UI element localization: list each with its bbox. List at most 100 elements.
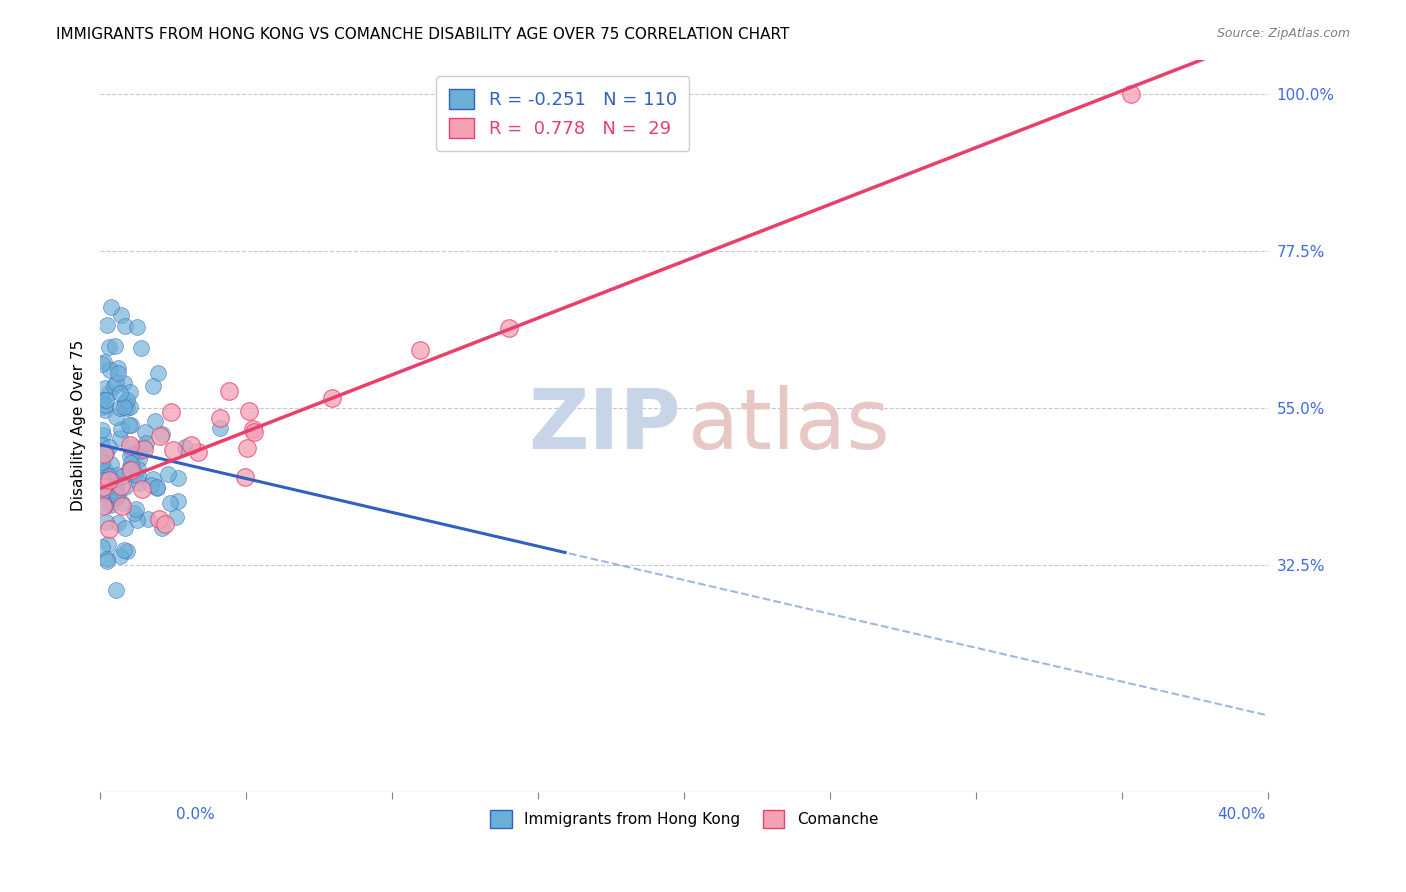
Point xyxy=(105,468,128,483)
Point xyxy=(105,480,128,494)
Point xyxy=(167,471,190,485)
Point xyxy=(110,308,132,322)
Point xyxy=(104,478,127,492)
Point xyxy=(120,463,142,477)
Point xyxy=(180,438,202,452)
Point xyxy=(114,521,136,535)
Point xyxy=(104,583,127,598)
Point xyxy=(98,386,121,401)
Point xyxy=(96,554,118,568)
Point xyxy=(136,512,159,526)
Text: IMMIGRANTS FROM HONG KONG VS COMANCHE DISABILITY AGE OVER 75 CORRELATION CHART: IMMIGRANTS FROM HONG KONG VS COMANCHE DI… xyxy=(56,27,790,42)
Point xyxy=(141,477,163,491)
Point xyxy=(93,466,115,480)
Point xyxy=(208,420,231,434)
Point xyxy=(91,480,114,494)
Point xyxy=(117,393,139,408)
Point xyxy=(110,422,132,436)
Point xyxy=(134,425,156,439)
Point xyxy=(98,340,121,354)
Point xyxy=(90,392,112,407)
Point xyxy=(97,479,120,493)
Point xyxy=(121,440,143,454)
Point xyxy=(498,320,520,334)
Legend: Immigrants from Hong Kong, Comanche: Immigrants from Hong Kong, Comanche xyxy=(482,803,886,836)
Point xyxy=(105,484,128,499)
Point xyxy=(94,515,117,529)
Point xyxy=(107,366,129,380)
Point xyxy=(242,422,264,436)
Point xyxy=(160,405,183,419)
Point xyxy=(96,551,118,566)
Point xyxy=(173,440,195,454)
Point xyxy=(321,391,343,405)
Point xyxy=(118,385,141,400)
Point xyxy=(91,455,114,469)
Point xyxy=(104,409,127,424)
Point xyxy=(1121,87,1143,102)
Point xyxy=(114,480,136,494)
Point xyxy=(93,354,115,368)
Point xyxy=(209,411,232,425)
Point xyxy=(128,452,150,467)
Point xyxy=(114,400,136,414)
Point xyxy=(134,442,156,456)
Point xyxy=(409,343,432,357)
Point xyxy=(125,514,148,528)
Point xyxy=(117,401,139,415)
Point xyxy=(112,469,135,483)
Point xyxy=(155,517,177,532)
Point xyxy=(127,462,149,476)
Point xyxy=(114,319,136,334)
Point xyxy=(103,475,125,489)
Point xyxy=(97,522,120,536)
Point xyxy=(93,447,115,461)
Point xyxy=(143,414,166,428)
Point xyxy=(110,479,132,493)
Point xyxy=(110,386,132,401)
Point xyxy=(120,450,142,464)
Point xyxy=(91,438,114,452)
Point xyxy=(93,403,115,417)
Point xyxy=(165,510,187,524)
Point xyxy=(94,392,117,407)
Text: atlas: atlas xyxy=(688,385,890,467)
Point xyxy=(94,398,117,412)
Point xyxy=(97,537,120,551)
Point xyxy=(218,384,240,399)
Text: Source: ZipAtlas.com: Source: ZipAtlas.com xyxy=(1216,27,1350,40)
Point xyxy=(111,496,134,510)
Point xyxy=(243,425,266,440)
Point xyxy=(91,484,114,499)
Point xyxy=(142,379,165,393)
Point xyxy=(157,467,180,482)
Point xyxy=(94,499,117,513)
Point xyxy=(187,445,209,459)
Point xyxy=(108,432,131,446)
Point xyxy=(159,496,181,510)
Point xyxy=(90,541,112,555)
Point xyxy=(112,542,135,557)
Text: 40.0%: 40.0% xyxy=(1218,807,1265,822)
Point xyxy=(118,417,141,432)
Point xyxy=(90,423,112,437)
Point xyxy=(93,463,115,477)
Point xyxy=(129,443,152,458)
Point xyxy=(100,458,122,472)
Point xyxy=(134,435,156,450)
Point xyxy=(97,473,120,487)
Point xyxy=(145,481,167,495)
Point xyxy=(100,481,122,495)
Point xyxy=(142,472,165,486)
Point xyxy=(98,441,121,455)
Point xyxy=(108,549,131,563)
Point xyxy=(93,483,115,498)
Point xyxy=(98,363,121,377)
Point xyxy=(91,500,114,514)
Point xyxy=(100,301,122,315)
Point xyxy=(129,341,152,355)
Point xyxy=(131,482,153,496)
Point xyxy=(238,403,260,417)
Point xyxy=(128,476,150,491)
Point xyxy=(127,468,149,483)
